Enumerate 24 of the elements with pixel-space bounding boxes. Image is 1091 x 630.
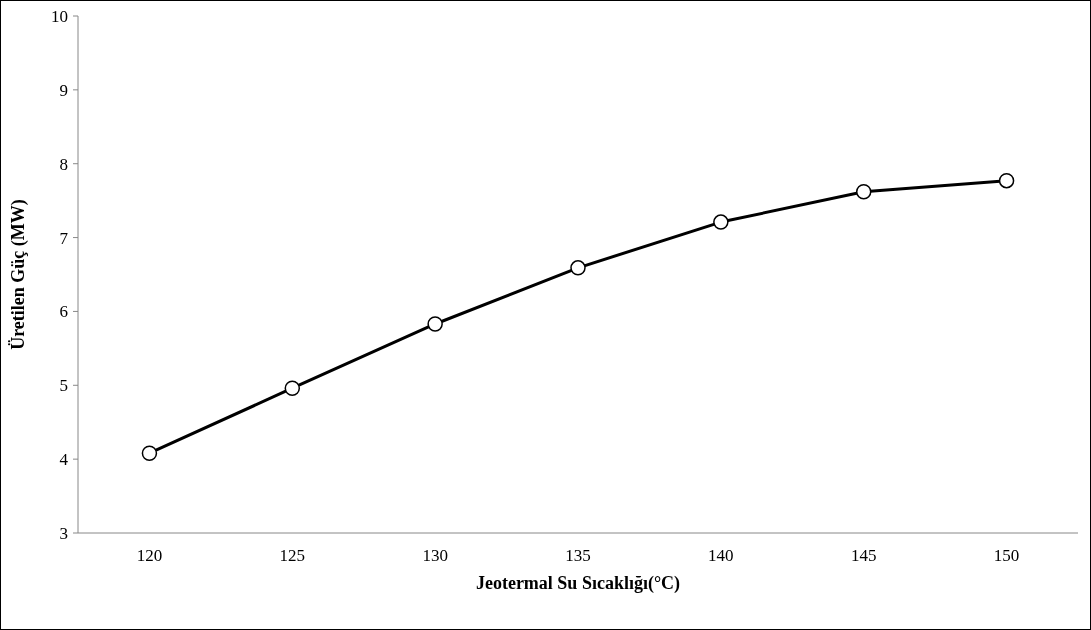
x-tick-label: 140 [708,546,734,565]
x-tick-label: 150 [993,546,1020,565]
y-tick-label: 5 [59,376,68,396]
y-tick-label: 8 [59,154,68,174]
y-tick-label: 3 [59,523,68,543]
point [855,184,872,200]
point [284,380,301,396]
x-tick-label: 145 [850,546,877,565]
x-tick-label: 125 [279,546,306,565]
point [713,214,729,230]
x-axis-title: Jeotermal Su Sıcaklığı(°C) [475,573,681,594]
y-tick-label: 4 [59,450,69,470]
x-tick-label: 120 [136,546,163,565]
y-tick-label: 9 [59,80,68,100]
y-tick-label: 7 [59,228,69,248]
point [427,316,443,332]
point [570,260,586,276]
x-tick-label: 130 [422,546,448,565]
point [141,445,158,461]
y-axis-title: Üretilen Güç (MW) [8,199,29,350]
x-tick-label: 135 [565,546,591,565]
point [998,172,1015,189]
y-tick-label: 6 [59,302,68,322]
y-tick-label: 10 [51,6,68,26]
